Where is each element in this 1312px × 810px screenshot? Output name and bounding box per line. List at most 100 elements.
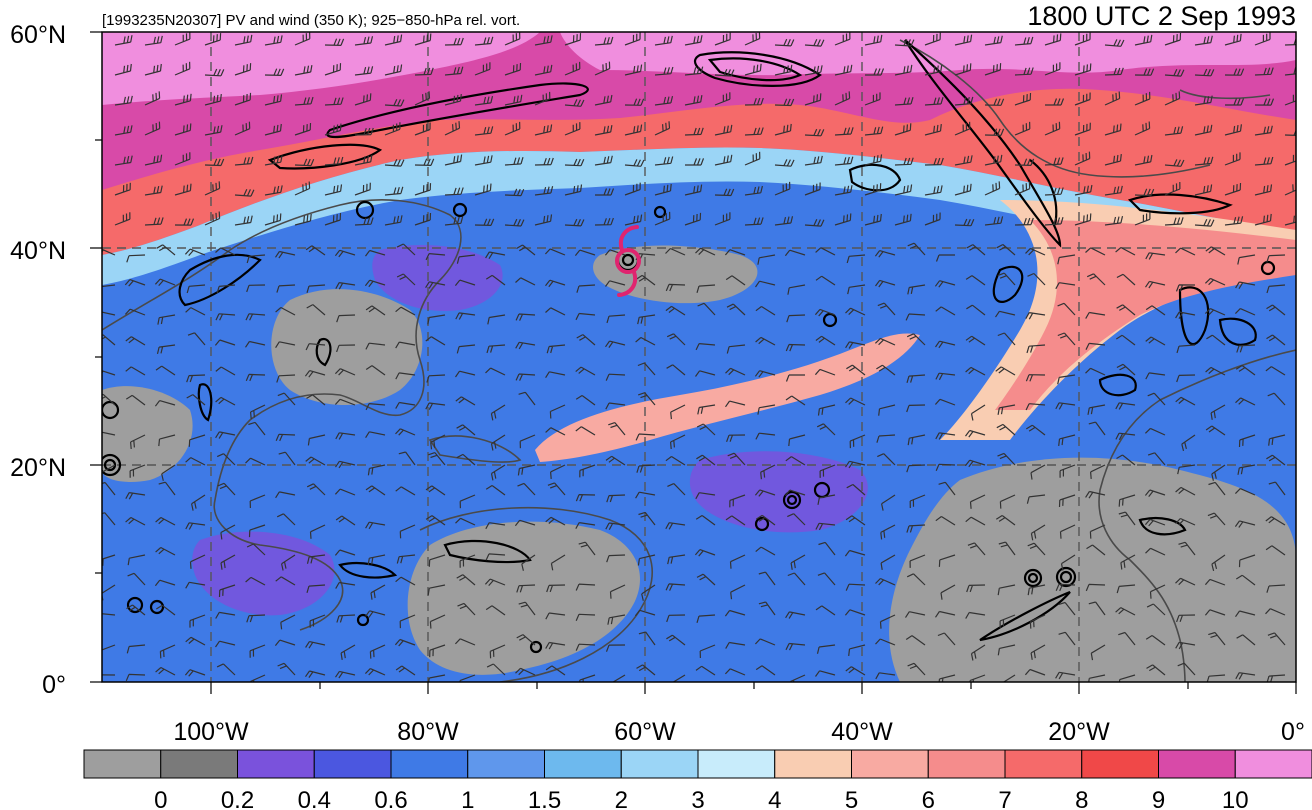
wind-barb: [1144, 427, 1166, 436]
lon-label-100w: 100°W: [173, 718, 249, 746]
wind-barb: [757, 404, 776, 415]
wind-barb: [874, 250, 896, 258]
wind-barb: [1118, 631, 1136, 646]
wind-barb: [1025, 247, 1046, 256]
wind-barb: [684, 66, 704, 76]
wind-barb: [161, 464, 176, 481]
wind-barb: [490, 434, 506, 451]
wind-barb: [217, 482, 236, 496]
wind-barb: [365, 485, 386, 496]
wind-barb: [487, 314, 506, 325]
wind-barb: [1284, 215, 1296, 226]
wind-barb: [204, 181, 221, 196]
wind-barb: [755, 280, 776, 288]
wind-barb: [1027, 542, 1046, 556]
wind-barb: [1059, 464, 1076, 478]
wind-barb: [306, 394, 326, 406]
wind-barb: [455, 396, 476, 406]
wind-barb: [444, 66, 464, 76]
wind-barb: [174, 93, 192, 106]
colorbar-swatch: [927, 749, 1006, 779]
wind-barb: [1284, 37, 1296, 46]
wind-barb: [846, 483, 866, 496]
wind-barb: [624, 182, 641, 196]
wind-barb: [1175, 247, 1196, 256]
wind-barb: [638, 631, 656, 646]
wind-barb: [157, 314, 176, 325]
wind-barb: [1234, 520, 1256, 528]
wind-barb: [304, 370, 326, 378]
wind-barb: [905, 635, 926, 646]
wind-barb: [784, 249, 806, 257]
wind-barb: [1284, 94, 1296, 106]
wind-barb: [1234, 488, 1256, 496]
wind-barb: [785, 374, 805, 382]
wind-barb: [155, 604, 176, 616]
wind-barb: [758, 601, 776, 616]
pv-east-atlantic-ridge-core: [995, 220, 1296, 410]
wind-barb: [1234, 308, 1256, 316]
wind-barb: [276, 374, 296, 383]
wind-barb: [504, 157, 524, 166]
wind-barb: [414, 67, 434, 76]
wind-barb: [578, 541, 596, 556]
wind-barb: [144, 35, 163, 46]
wind-barb: [654, 121, 671, 136]
wind-barb: [696, 454, 716, 466]
wind-barb: [275, 250, 296, 259]
wind-barb: [1208, 481, 1226, 496]
wind-barb: [189, 614, 206, 628]
wind-barb: [894, 123, 912, 136]
wind-barb: [234, 156, 254, 166]
wind-barb: [514, 519, 536, 527]
wind-barb: [894, 157, 914, 166]
wind-barb: [1164, 126, 1184, 136]
wind-barb: [564, 61, 581, 76]
wind-barb: [940, 584, 956, 600]
wind-barb: [744, 185, 763, 196]
wind-barb: [970, 644, 986, 661]
wind-barb: [785, 343, 806, 352]
wind-barb: [935, 372, 956, 381]
wind-barb: [102, 674, 116, 676]
wind-barb: [817, 494, 836, 505]
wind-barb: [306, 483, 326, 496]
wind-barb: [1115, 334, 1136, 346]
wind-barb: [954, 34, 973, 46]
wind-barb: [459, 554, 476, 568]
wind-barb: [1211, 464, 1226, 481]
wind-barb: [815, 247, 836, 256]
wind-barb: [935, 340, 956, 349]
wind-barb: [534, 91, 551, 106]
wind-barb: [1055, 671, 1076, 680]
wind-barb: [504, 62, 522, 76]
wind-barb: [277, 392, 296, 406]
wind-barb: [307, 434, 326, 446]
wind-barb: [354, 154, 373, 166]
wind-barb: [275, 576, 296, 586]
wind-barb: [880, 554, 896, 570]
wind-barb: [1115, 607, 1136, 616]
wind-barb: [250, 404, 266, 420]
wind-barb: [545, 641, 566, 650]
pv-max-north-2: [560, 32, 1296, 76]
wind-barb: [114, 63, 132, 76]
wind-barb: [845, 397, 866, 406]
wind-barb: [637, 554, 656, 566]
wind-barb: [294, 158, 315, 167]
wind-barb: [102, 311, 116, 316]
wind-barb: [102, 512, 116, 526]
wind-barb: [1176, 614, 1196, 623]
wind-barb: [309, 524, 326, 539]
wind-barb: [1194, 95, 1213, 106]
pv-low-region-africa: [889, 457, 1296, 682]
wind-barb: [516, 244, 536, 256]
wind-barb: [186, 394, 206, 406]
wind-barb: [954, 63, 972, 76]
wind-barb: [864, 92, 881, 106]
wind-barb: [234, 215, 253, 226]
colorbar-swatch: [313, 749, 392, 779]
wind-barb: [516, 634, 536, 646]
wind-barb: [264, 35, 283, 46]
wind-barb: [102, 481, 116, 496]
